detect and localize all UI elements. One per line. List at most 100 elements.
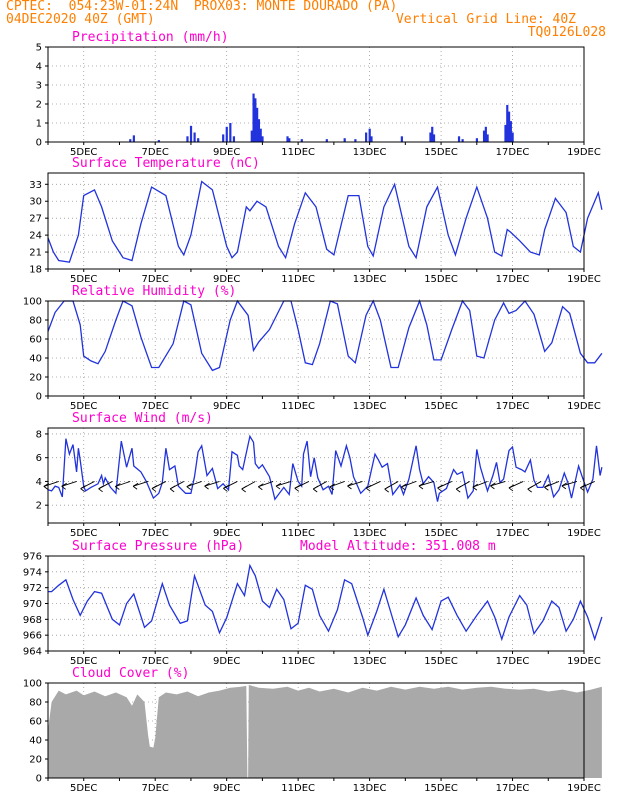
x-tick-label: 11DEC	[281, 528, 315, 539]
precip-bar	[486, 134, 489, 142]
y-tick-label: 20	[29, 755, 42, 766]
precip-bar	[129, 139, 132, 142]
y-tick-label: 8	[36, 429, 42, 440]
y-tick-label: 0	[36, 138, 42, 149]
panel-frame	[47, 427, 585, 524]
header-station: CPTEC: 054:23W-01:24N PROX03: MONTE DOUR…	[6, 0, 398, 14]
x-tick-label: 17DEC	[496, 656, 530, 667]
wind-arrow-head	[418, 482, 425, 490]
wind-arrow-head	[241, 485, 247, 493]
precip-bar	[193, 132, 196, 142]
precip-bar	[365, 132, 368, 142]
y-tick-label: 0	[36, 774, 42, 785]
panel-frame	[47, 172, 585, 270]
wind-arrow-head	[98, 485, 104, 493]
header-grid-line: Vertical Grid Line: 40Z	[395, 12, 576, 27]
x-tick-label: 13DEC	[353, 656, 387, 667]
wind-arrow-head	[561, 482, 568, 490]
x-tick-label: 17DEC	[496, 528, 530, 539]
x-tick-label: 17DEC	[496, 147, 530, 158]
x-tick-label: 15DEC	[424, 274, 458, 285]
y-tick-label: 0	[36, 392, 42, 403]
x-tick-label: 11DEC	[281, 274, 315, 285]
precip-bar	[189, 125, 193, 142]
x-tick-label: 17DEC	[496, 783, 530, 794]
x-tick-label: 11DEC	[281, 401, 315, 412]
header-model-id: TQ0126L028	[527, 25, 606, 40]
y-tick-label: 30	[29, 197, 42, 208]
wind-title: Surface Wind (m/s)	[72, 411, 213, 426]
wind-arrow	[132, 481, 149, 487]
wind-arrow	[329, 481, 345, 488]
wind-arrow-head	[312, 485, 319, 493]
x-tick-label: 7DEC	[142, 528, 169, 539]
wind-arrow-head	[258, 483, 264, 491]
x-tick-label: 11DEC	[281, 656, 315, 667]
wind-arrow-head	[151, 485, 158, 492]
wind-arrow-head	[472, 483, 479, 491]
y-tick-label: 2	[36, 501, 42, 512]
pressure-line	[48, 563, 603, 642]
y-tick-label: 18	[29, 265, 42, 276]
x-tick-label: 13DEC	[353, 401, 387, 412]
y-tick-label: 80	[29, 698, 42, 709]
panel-frame	[47, 46, 585, 143]
precip-bar	[368, 128, 371, 142]
wind-arrow-head	[223, 485, 229, 492]
precip-bar	[343, 138, 346, 142]
wind-arrow-head	[455, 485, 462, 493]
x-tick-label: 15DEC	[424, 147, 458, 158]
wind-arrow-head	[508, 484, 515, 492]
x-tick-label: 13DEC	[353, 274, 387, 285]
x-tick-label: 17DEC	[496, 274, 530, 285]
x-tick-label: 13DEC	[353, 783, 387, 794]
wind-arrow-head	[401, 483, 407, 491]
precip-bar	[482, 130, 486, 142]
precip-bar	[509, 121, 512, 142]
wind-arrow-head	[294, 484, 301, 492]
precip-bar	[257, 119, 261, 142]
precip-bar	[132, 135, 135, 142]
x-tick-label: 5DEC	[70, 274, 97, 285]
y-tick-label: 968	[23, 615, 42, 626]
precipitation-title: Precipitation (mm/h)	[72, 30, 229, 45]
precip-bar	[461, 139, 464, 142]
wind-arrow-head	[169, 485, 176, 493]
wind-arrow-head	[132, 482, 139, 490]
precip-bar	[225, 126, 228, 142]
humidity-panel: Relative Humidity (%) 0 20 40 60 80 100 5DEC 7DE…	[23, 284, 603, 412]
x-tick-label: 9DEC	[213, 147, 240, 158]
wind-arrow-head	[365, 484, 372, 492]
wind-arrow	[490, 481, 506, 487]
y-tick-label: 970	[23, 599, 42, 610]
x-tick-label: 19DEC	[567, 656, 601, 667]
precip-bar	[157, 140, 160, 142]
y-tick-label: 40	[29, 736, 42, 747]
precip-bar	[250, 130, 253, 142]
x-tick-label: 7DEC	[142, 147, 169, 158]
wind-arrow	[561, 481, 577, 487]
wind-arrow	[258, 481, 274, 488]
wind-arrow-head	[275, 482, 282, 490]
pressure-title: Surface Pressure (hPa)	[72, 539, 244, 554]
y-tick-label: 100	[23, 297, 42, 308]
precip-bar	[475, 138, 478, 142]
x-tick-label: 19DEC	[567, 401, 601, 412]
y-tick-label: 5	[36, 43, 42, 54]
wind-arrow-head	[580, 484, 586, 492]
wind-arrow-head	[384, 485, 390, 493]
x-tick-label: 5DEC	[70, 783, 97, 794]
y-tick-label: 976	[23, 552, 42, 563]
x-tick-label: 19DEC	[567, 528, 601, 539]
precip-bar	[506, 104, 509, 142]
pressure-panel: Surface Pressure (hPa) Model Altitude: 35…	[23, 539, 603, 667]
x-tick-label: 9DEC	[213, 274, 240, 285]
x-tick-label: 13DEC	[353, 147, 387, 158]
y-tick-label: 974	[23, 567, 42, 578]
precip-bar	[261, 136, 264, 142]
y-tick-label: 60	[29, 717, 42, 728]
x-tick-label: 5DEC	[70, 147, 97, 158]
x-tick-label: 15DEC	[424, 783, 458, 794]
x-tick-label: 9DEC	[213, 656, 240, 667]
x-tick-label: 15DEC	[424, 656, 458, 667]
